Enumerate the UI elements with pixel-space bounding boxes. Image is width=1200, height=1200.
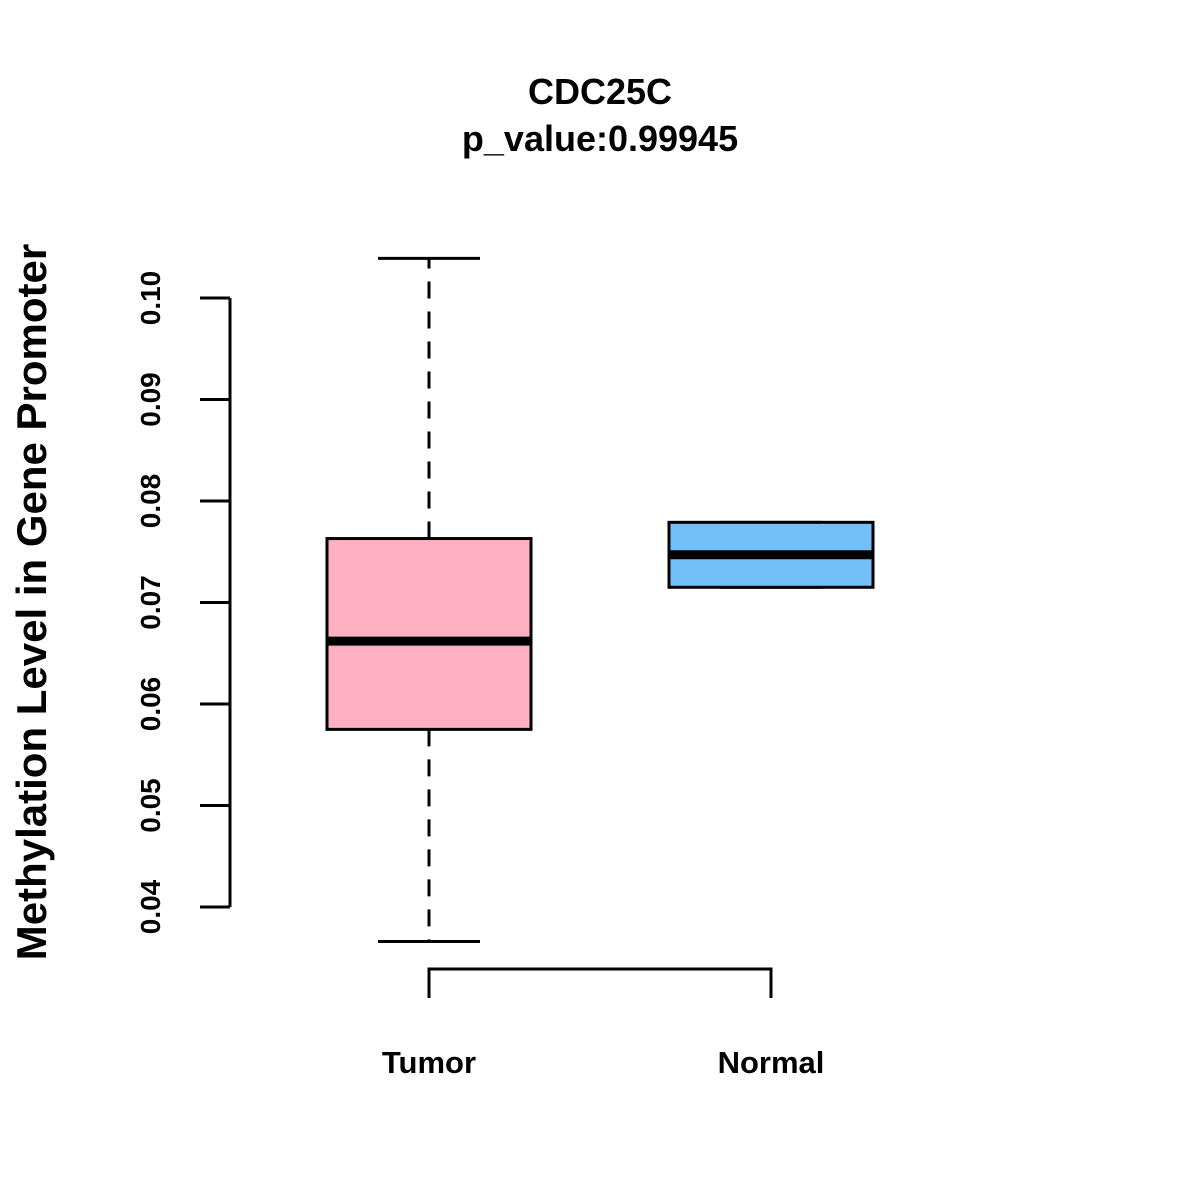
y-tick-label: 0.06 xyxy=(135,677,166,732)
x-label-normal: Normal xyxy=(718,1045,825,1080)
chart-title: CDC25C xyxy=(528,71,672,112)
y-tick-label: 0.08 xyxy=(135,474,166,529)
box-tumor xyxy=(325,256,533,944)
box-normal xyxy=(667,520,875,589)
bracket-line xyxy=(427,967,773,998)
chart-subtitle: p_value:0.99945 xyxy=(462,118,738,159)
iqr-box-tumor xyxy=(325,537,533,731)
x-axis-labels: Tumor Normal xyxy=(382,1045,824,1080)
y-tick-label: 0.05 xyxy=(135,778,166,833)
y-tick-label: 0.10 xyxy=(135,271,166,326)
y-tick-label: 0.07 xyxy=(135,575,166,630)
y-tick-label: 0.04 xyxy=(135,879,166,934)
y-axis: 0.04 0.05 0.06 0.07 0.08 0.09 0.10 xyxy=(135,271,232,934)
x-label-tumor: Tumor xyxy=(382,1045,476,1080)
y-tick-label: 0.09 xyxy=(135,372,166,427)
boxes xyxy=(325,256,875,944)
comparison-bracket xyxy=(427,967,773,998)
y-axis-label: Methylation Level in Gene Promoter xyxy=(8,244,55,960)
